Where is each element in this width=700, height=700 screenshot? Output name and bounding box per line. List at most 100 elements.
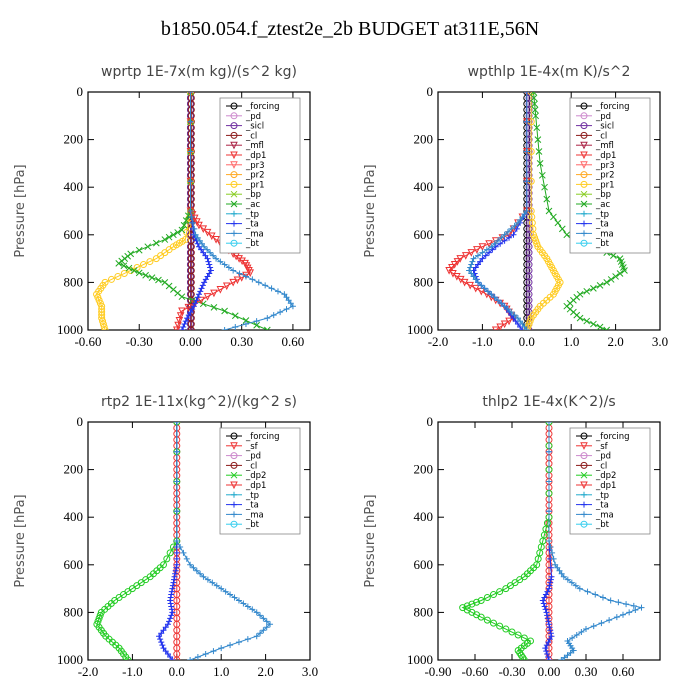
data-point [187, 118, 194, 125]
data-point [508, 628, 516, 636]
data-point [538, 171, 546, 179]
legend-marker [230, 102, 238, 110]
data-point [542, 591, 549, 598]
data-point [567, 649, 574, 656]
y-axis-label: Pressure [hPa] [13, 494, 28, 587]
data-point [166, 549, 174, 557]
data-point [199, 282, 206, 289]
data-point [508, 225, 515, 232]
data-point [200, 573, 207, 580]
data-point [541, 183, 548, 191]
y-tick-label: 0 [77, 414, 84, 429]
legend-marker [581, 220, 587, 227]
data-point [230, 267, 237, 274]
legend-marker [580, 161, 588, 169]
data-point [100, 323, 108, 330]
data-point [193, 567, 200, 574]
legend-label: _pr1 [595, 180, 615, 190]
data-point [613, 614, 620, 621]
data-point [540, 600, 547, 607]
data-point [203, 293, 212, 301]
legend-label: _cl [595, 131, 607, 141]
legend-label: _bt [595, 239, 610, 249]
data-point [576, 585, 583, 592]
x-tick-label: -0.60 [461, 664, 488, 679]
data-point [187, 92, 194, 96]
data-point [598, 620, 605, 627]
data-point [229, 278, 237, 287]
data-point [545, 618, 552, 625]
data-point [603, 279, 611, 286]
data-point [135, 269, 143, 277]
legend-marker [230, 112, 238, 120]
plot-area [93, 422, 274, 660]
data-point [494, 297, 501, 304]
data-point [169, 609, 176, 616]
data-point [262, 282, 269, 289]
data-point [235, 639, 242, 646]
legend-label: _ma [595, 229, 614, 239]
data-point [483, 616, 491, 624]
legend-label: _bt [245, 239, 260, 249]
series-line-dp2 [461, 422, 550, 660]
data-point [289, 303, 296, 310]
data-point [191, 225, 198, 232]
legend-marker [580, 151, 588, 160]
data-point [504, 306, 511, 313]
data-point [484, 288, 491, 295]
data-point [96, 611, 104, 619]
data-point [171, 573, 178, 580]
data-point [181, 321, 188, 328]
data-point [225, 264, 232, 271]
data-point [583, 626, 589, 633]
data-point [221, 261, 228, 268]
data-point [542, 606, 549, 613]
data-point [632, 607, 639, 614]
data-point [168, 606, 175, 613]
legend-label: _forcing [245, 432, 280, 442]
data-point [257, 612, 264, 619]
data-point [548, 573, 555, 580]
data-point [479, 249, 486, 256]
legend-label: _ma [245, 510, 264, 520]
data-point [596, 282, 604, 289]
data-point [546, 538, 552, 544]
data-point [488, 243, 495, 250]
data-point [466, 281, 474, 290]
x-tick-label: 2.0 [257, 664, 273, 679]
data-point [184, 303, 193, 312]
data-point [172, 326, 181, 330]
data-point [140, 261, 147, 269]
data-point [590, 284, 597, 292]
data-point [231, 594, 238, 601]
legend-label: _dp1 [245, 481, 266, 491]
data-point [206, 261, 213, 268]
data-point [564, 652, 571, 659]
data-point [169, 585, 176, 592]
legend-label: _pd [245, 452, 261, 462]
data-point [231, 312, 239, 320]
data-point [187, 148, 194, 155]
chart-rtp2: rtp2 1E-11x(kg^2)/(kg^2 s) Pressure [hPa]… [13, 394, 318, 679]
data-point [564, 576, 571, 583]
data-point [546, 582, 553, 589]
data-point [178, 327, 185, 330]
data-point [546, 508, 552, 515]
data-point [506, 234, 513, 241]
data-point [194, 654, 201, 660]
data-point [203, 228, 212, 237]
data-point [173, 561, 180, 568]
data-point [592, 591, 599, 598]
data-point [193, 218, 201, 226]
data-point [173, 656, 181, 660]
legend-label: _ta [245, 501, 259, 511]
data-point [519, 327, 526, 330]
data-point [135, 246, 143, 254]
data-point [491, 294, 498, 301]
data-point [477, 597, 485, 604]
data-point [173, 508, 180, 515]
legend-label: _ta [245, 220, 259, 230]
page-title: b1850.054.f_ztest2e_2b BUDGET at311E,56N [160, 18, 540, 40]
data-point [222, 282, 231, 291]
data-point [167, 594, 174, 601]
